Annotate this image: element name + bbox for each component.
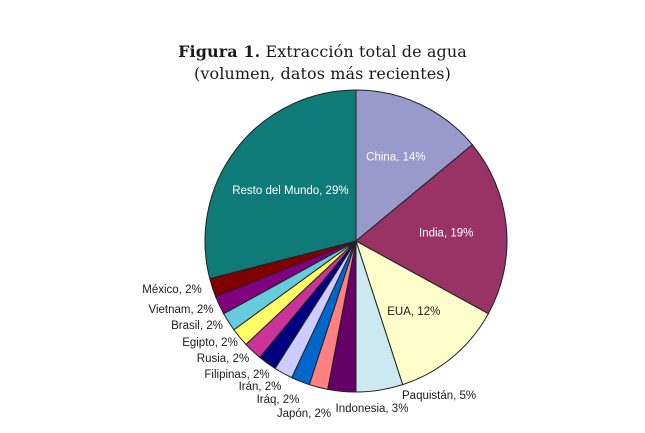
slice-label-iraq: Iráq, 2%	[257, 394, 300, 406]
slice-label-india: India, 19%	[419, 228, 473, 240]
chart-title-text: Extracción total de agua	[265, 42, 467, 61]
chart-title-prefix: Figura 1.	[178, 42, 261, 61]
slice-label-filipinas: Filipinas, 2%	[204, 369, 269, 381]
slice-label-egipto: Egipto, 2%	[182, 337, 238, 349]
slice-label-brasil: Brasil, 2%	[171, 320, 223, 332]
chart-title: Figura 1. Extracción total de agua	[0, 42, 645, 61]
pie-slice-india	[355, 144, 508, 315]
slice-label-paquistan: Paquistán, 5%	[402, 390, 476, 402]
slice-label-eua: EUA, 12%	[387, 306, 440, 318]
slice-label-china: China, 14%	[366, 151, 425, 163]
pie-slice-eua	[355, 239, 489, 386]
slice-label-resto-del-mundo: Resto del Mundo, 29%	[232, 185, 348, 197]
slice-label-indonesia: Indonesia, 3%	[336, 403, 409, 415]
chart-subtitle: (volumen, datos más recientes)	[194, 64, 451, 83]
slice-label-vietnam: Vietnam, 2%	[149, 304, 214, 316]
slice-label-japon: Japón, 2%	[277, 408, 331, 420]
slice-label-mexico: México, 2%	[142, 284, 201, 296]
slice-label-iran: Irán, 2%	[239, 381, 282, 393]
pie-slice-resto-del-mundo	[204, 89, 357, 280]
pie-slice-china	[355, 89, 474, 243]
slice-label-rusia: Rusia, 2%	[197, 353, 249, 365]
